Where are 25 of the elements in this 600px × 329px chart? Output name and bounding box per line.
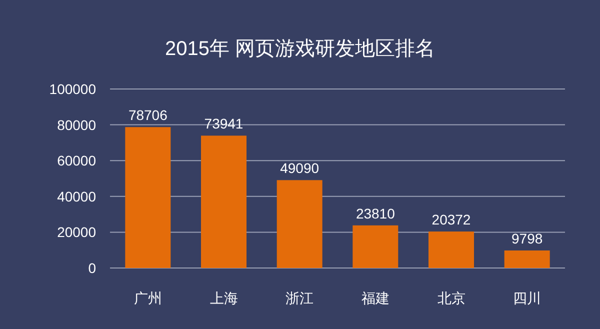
x-tick-label: 四川 [513,290,542,306]
bar [276,180,322,268]
y-tick-label: 60000 [57,152,96,169]
y-tick-label: 0 [88,260,96,276]
y-tick-label: 20000 [57,224,96,240]
x-tick-label: 福建 [361,290,390,306]
x-tick-label: 浙江 [286,290,314,306]
data-label: 78706 [128,107,168,124]
bar [504,250,550,268]
bar [428,232,474,268]
x-tick-label: 广州 [134,290,162,306]
bar [352,225,398,268]
data-label: 73941 [204,116,244,132]
bar [125,127,171,268]
data-label: 9798 [512,230,543,246]
y-tick-label: 80000 [57,116,96,133]
data-label: 49090 [280,160,320,176]
y-tick-label: 100000 [49,81,96,97]
x-tick-label: 上海 [210,290,238,306]
data-label: 20372 [432,212,471,228]
y-tick-label: 40000 [57,188,96,204]
chart-title: 2015年 网页游戏研发地区排名 [164,38,436,60]
data-label: 23810 [356,205,396,222]
x-tick-label: 北京 [437,290,466,306]
bar [201,136,246,268]
